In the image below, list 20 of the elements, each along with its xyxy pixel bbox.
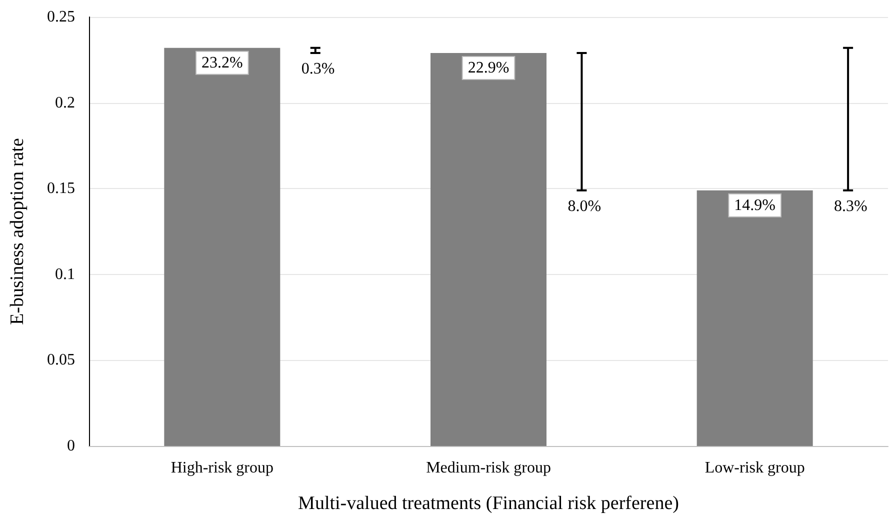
x-tick-label: Low-risk group [704,460,805,476]
y-tick-label: 0.15 [47,180,75,198]
annotation: 8.0% [568,198,602,215]
data-label: 14.9% [734,196,776,214]
annotation: 0.3% [301,60,335,78]
data-label: 23.2% [202,54,243,72]
data-label: 22.9% [468,60,510,77]
y-tick-label: 0.1 [55,266,75,283]
y-tick-label: 0.05 [47,352,75,369]
annotation: 8.3% [834,198,868,215]
y-tick-label: 0.2 [55,94,75,112]
x-tick-label: High-risk group [170,460,274,476]
y-tick-label: 0.25 [47,8,75,26]
x-axis-title: Multi-valued treatments (Financial risk perferene) [298,493,679,514]
bar [430,53,546,446]
bar [696,190,813,446]
bar [164,48,280,446]
y-axis-title: E-business adoption rate [7,138,28,325]
y-tick-label: 0 [67,438,75,454]
x-tick-label: Medium-risk group [426,460,551,476]
